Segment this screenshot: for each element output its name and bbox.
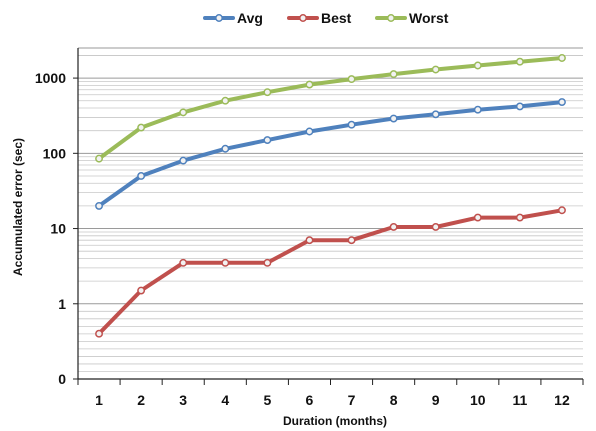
data-point-worst xyxy=(179,108,188,117)
data-point-avg xyxy=(221,144,230,153)
legend-item-best: Best xyxy=(287,10,352,26)
legend-label-best: Best xyxy=(321,10,352,26)
data-point-best xyxy=(137,286,146,295)
y-tick-label: 100 xyxy=(43,145,67,161)
x-tick-label: 1 xyxy=(95,392,103,408)
data-point-avg xyxy=(473,105,482,114)
y-tick-label: 0 xyxy=(58,371,66,387)
gridlines xyxy=(78,47,583,372)
series-line-avg xyxy=(97,100,564,208)
data-point-avg xyxy=(515,102,524,111)
x-tick-label: 6 xyxy=(306,392,314,408)
series-best xyxy=(95,206,566,338)
data-point-best xyxy=(347,236,356,245)
legend-marker-best xyxy=(299,14,307,22)
data-point-worst xyxy=(389,70,398,79)
data-point-best xyxy=(389,223,398,231)
data-point-avg xyxy=(347,120,356,129)
data-point-worst xyxy=(95,154,103,163)
data-point-best xyxy=(473,213,482,222)
data-point-avg xyxy=(263,136,272,145)
data-point-worst xyxy=(305,80,314,89)
data-point-best xyxy=(558,206,566,215)
series-line-best xyxy=(97,208,564,336)
legend-item-worst: Worst xyxy=(375,10,449,26)
data-point-best xyxy=(221,258,230,267)
data-point-avg xyxy=(431,110,440,119)
data-point-avg xyxy=(179,156,188,165)
data-point-worst xyxy=(137,123,146,132)
data-point-best xyxy=(431,223,440,231)
data-point-avg xyxy=(95,201,103,210)
series-line-worst xyxy=(97,56,564,161)
x-tick-label: 11 xyxy=(512,392,527,408)
x-tick-label: 7 xyxy=(348,392,356,408)
data-point-worst xyxy=(431,65,440,74)
data-point-best xyxy=(515,213,524,222)
y-axis-tick-labels: 0 1 10 100 1000 xyxy=(35,70,66,387)
y-tick-label: 1 xyxy=(58,296,66,312)
x-tick-label: 3 xyxy=(179,392,187,408)
data-point-avg xyxy=(305,127,314,136)
data-point-worst xyxy=(515,57,524,66)
data-point-worst xyxy=(347,75,356,84)
y-tick-label: 1000 xyxy=(35,70,66,86)
x-tick-label: 12 xyxy=(554,392,570,408)
legend-marker-worst xyxy=(387,14,395,22)
y-tick-label: 10 xyxy=(50,221,66,237)
x-tick-label: 8 xyxy=(390,392,398,408)
data-point-worst xyxy=(263,88,272,97)
x-axis-title: Duration (months) xyxy=(283,414,387,428)
x-tick-label: 5 xyxy=(263,392,271,408)
data-point-worst xyxy=(558,54,566,62)
x-tick-label: 9 xyxy=(432,392,440,408)
axes xyxy=(73,48,584,385)
data-point-best xyxy=(263,258,272,267)
data-point-best xyxy=(305,236,314,245)
data-point-worst xyxy=(221,96,230,105)
data-point-worst xyxy=(473,61,482,70)
legend-label-avg: Avg xyxy=(237,10,263,26)
data-point-avg xyxy=(137,172,146,180)
series-avg xyxy=(95,98,566,210)
x-tick-label: 2 xyxy=(137,392,145,408)
data-point-best xyxy=(179,258,188,267)
data-point-best xyxy=(95,329,103,338)
data-point-avg xyxy=(389,114,398,123)
series-worst xyxy=(95,54,566,163)
x-tick-label: 10 xyxy=(470,392,486,408)
series-lines xyxy=(95,54,566,338)
legend-marker-avg xyxy=(215,14,223,22)
y-axis-title: Accumulated error (sec) xyxy=(11,138,25,276)
legend: Avg Best Worst xyxy=(203,10,449,26)
x-tick-label: 4 xyxy=(221,392,229,408)
data-point-avg xyxy=(558,98,566,107)
x-axis-tick-labels: 1 2 3 4 5 6 7 8 9 10 11 12 xyxy=(95,392,570,408)
legend-label-worst: Worst xyxy=(409,10,449,26)
legend-item-avg: Avg xyxy=(203,10,263,26)
